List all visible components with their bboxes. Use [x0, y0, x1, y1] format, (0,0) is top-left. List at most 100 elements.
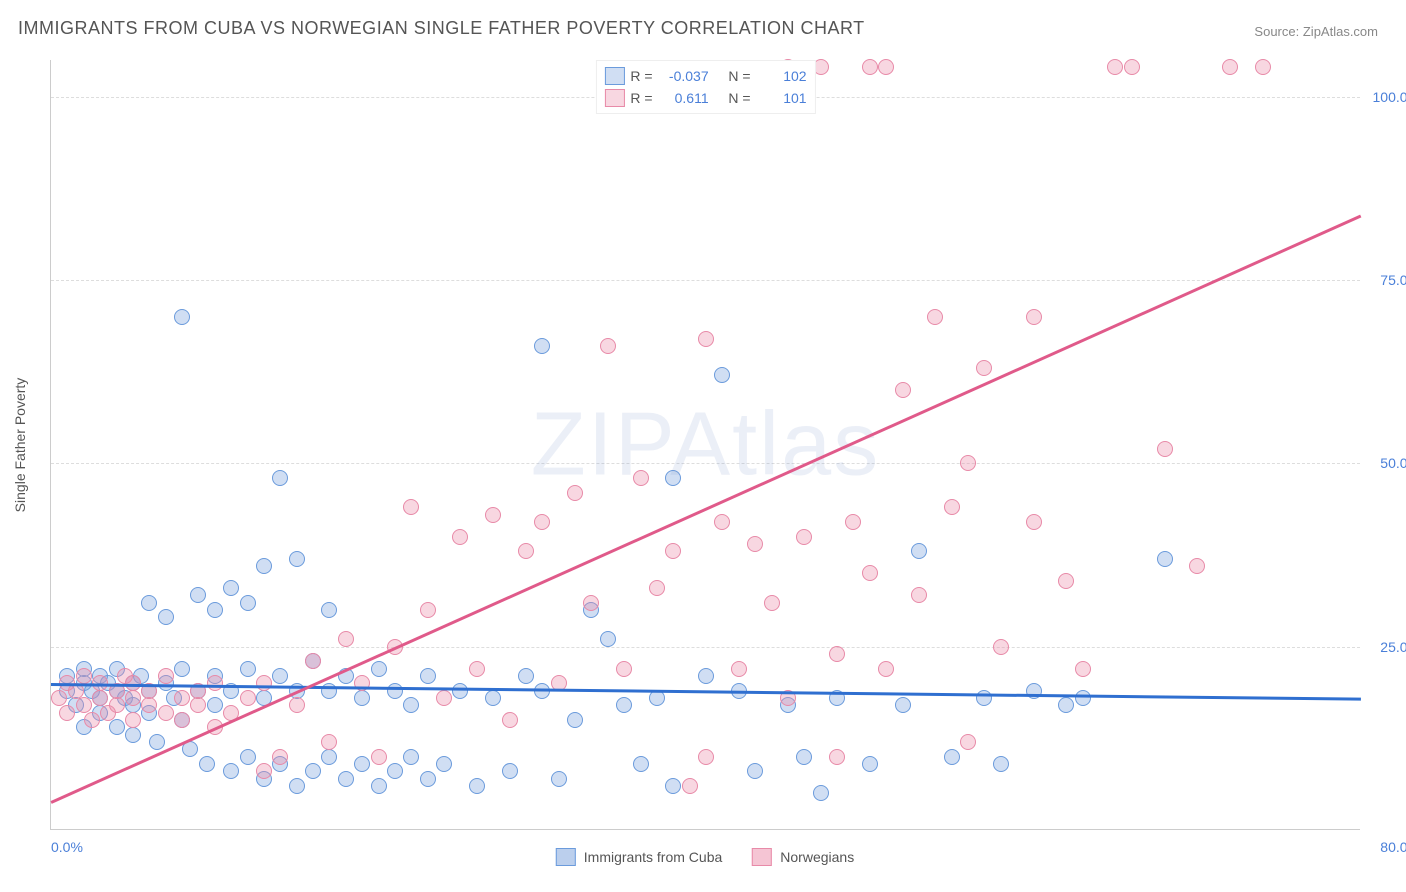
data-point-cuba: [133, 668, 149, 684]
data-point-cuba: [125, 727, 141, 743]
data-point-cuba: [240, 595, 256, 611]
source-label: Source:: [1254, 24, 1299, 39]
data-point-norwegians: [1075, 661, 1091, 677]
data-point-norwegians: [764, 595, 780, 611]
data-point-cuba: [354, 756, 370, 772]
stats-legend: R = -0.037 N = 102 R = 0.611 N = 101: [595, 60, 815, 114]
legend-label-cuba: Immigrants from Cuba: [584, 849, 722, 865]
data-point-cuba: [862, 756, 878, 772]
stats-row-norwegians: R = 0.611 N = 101: [604, 87, 806, 109]
data-point-cuba: [207, 668, 223, 684]
data-point-cuba: [1075, 690, 1091, 706]
data-point-cuba: [223, 580, 239, 596]
data-point-norwegians: [59, 705, 75, 721]
data-point-cuba: [109, 661, 125, 677]
data-point-norwegians: [1026, 514, 1042, 530]
data-point-norwegians: [240, 690, 256, 706]
data-point-cuba: [551, 771, 567, 787]
data-point-norwegians: [583, 595, 599, 611]
data-point-norwegians: [1157, 441, 1173, 457]
trend-line-norwegians: [50, 214, 1361, 803]
data-point-norwegians: [305, 653, 321, 669]
data-point-cuba: [158, 609, 174, 625]
data-point-cuba: [665, 470, 681, 486]
data-point-norwegians: [682, 778, 698, 794]
data-point-norwegians: [960, 734, 976, 750]
data-point-norwegians: [109, 697, 125, 713]
r-value-cuba: -0.037: [659, 68, 709, 84]
data-point-cuba: [616, 697, 632, 713]
data-point-cuba: [272, 756, 288, 772]
data-point-cuba: [403, 749, 419, 765]
data-point-cuba: [59, 668, 75, 684]
data-point-norwegians: [272, 749, 288, 765]
source-credit: Source: ZipAtlas.com: [1254, 24, 1378, 39]
data-point-cuba: [76, 661, 92, 677]
data-point-cuba: [469, 778, 485, 794]
data-point-cuba: [256, 558, 272, 574]
data-point-cuba: [698, 668, 714, 684]
data-point-norwegians: [338, 631, 354, 647]
legend-item-cuba: Immigrants from Cuba: [556, 848, 722, 866]
data-point-cuba: [1157, 551, 1173, 567]
data-point-norwegians: [321, 734, 337, 750]
legend-swatch-cuba: [556, 848, 576, 866]
data-point-norwegians: [895, 382, 911, 398]
data-point-cuba: [272, 470, 288, 486]
data-point-cuba: [502, 763, 518, 779]
data-point-cuba: [68, 697, 84, 713]
data-point-cuba: [174, 309, 190, 325]
data-point-norwegians: [698, 749, 714, 765]
data-point-cuba: [895, 697, 911, 713]
data-point-cuba: [403, 697, 419, 713]
data-point-norwegians: [862, 565, 878, 581]
data-point-norwegians: [649, 580, 665, 596]
data-point-cuba: [321, 602, 337, 618]
n-value-norwegians: 101: [757, 90, 807, 106]
data-point-norwegians: [1222, 59, 1238, 75]
trend-line-cuba: [51, 683, 1361, 700]
data-point-cuba: [174, 712, 190, 728]
data-point-cuba: [92, 705, 108, 721]
data-point-cuba: [534, 338, 550, 354]
data-point-norwegians: [862, 59, 878, 75]
data-point-cuba: [518, 668, 534, 684]
y-tick-label: 50.0%: [1380, 455, 1406, 471]
data-point-cuba: [141, 705, 157, 721]
r-label: R =: [630, 90, 652, 106]
n-label: N =: [728, 68, 750, 84]
data-point-norwegians: [1058, 573, 1074, 589]
data-point-norwegians: [1124, 59, 1140, 75]
data-point-norwegians: [469, 661, 485, 677]
data-point-norwegians: [256, 763, 272, 779]
data-point-cuba: [256, 771, 272, 787]
data-point-cuba: [649, 690, 665, 706]
data-point-norwegians: [207, 675, 223, 691]
data-point-norwegians: [665, 543, 681, 559]
r-label: R =: [630, 68, 652, 84]
data-point-cuba: [125, 697, 141, 713]
data-point-cuba: [354, 690, 370, 706]
data-point-norwegians: [403, 499, 419, 515]
chart-title: IMMIGRANTS FROM CUBA VS NORWEGIAN SINGLE…: [18, 18, 865, 39]
data-point-norwegians: [878, 661, 894, 677]
data-point-norwegians: [452, 529, 468, 545]
data-point-cuba: [420, 668, 436, 684]
data-point-norwegians: [878, 59, 894, 75]
data-point-norwegians: [911, 587, 927, 603]
data-point-norwegians: [1255, 59, 1271, 75]
data-point-cuba: [240, 749, 256, 765]
data-point-cuba: [485, 690, 501, 706]
n-value-cuba: 102: [757, 68, 807, 84]
data-point-cuba: [92, 690, 108, 706]
chart-area: Single Father Poverty ZIPAtlas R = -0.03…: [50, 60, 1360, 830]
n-label: N =: [728, 90, 750, 106]
data-point-norwegians: [92, 690, 108, 706]
plot-region: ZIPAtlas R = -0.037 N = 102 R = 0.611 N …: [50, 60, 1360, 830]
data-point-cuba: [92, 668, 108, 684]
data-point-cuba: [149, 734, 165, 750]
data-point-cuba: [813, 785, 829, 801]
data-point-cuba: [321, 683, 337, 699]
data-point-norwegians: [633, 470, 649, 486]
x-tick-label: 80.0%: [1380, 839, 1406, 855]
